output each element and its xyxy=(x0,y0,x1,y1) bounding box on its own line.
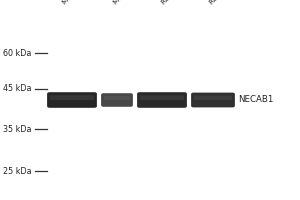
Text: 35 kDa: 35 kDa xyxy=(3,124,32,134)
FancyBboxPatch shape xyxy=(194,96,232,100)
Text: Rat cerebellum: Rat cerebellum xyxy=(208,0,252,5)
FancyBboxPatch shape xyxy=(104,96,130,100)
FancyBboxPatch shape xyxy=(101,93,133,107)
Text: NECAB1: NECAB1 xyxy=(238,96,274,104)
Text: 60 kDa: 60 kDa xyxy=(3,48,32,58)
Text: 25 kDa: 25 kDa xyxy=(3,166,32,176)
FancyBboxPatch shape xyxy=(50,95,94,100)
FancyBboxPatch shape xyxy=(140,95,184,100)
Text: Mouse brain: Mouse brain xyxy=(61,0,97,5)
Text: 45 kDa: 45 kDa xyxy=(3,84,32,93)
FancyBboxPatch shape xyxy=(137,92,187,108)
Text: Rat brain: Rat brain xyxy=(160,0,188,5)
Text: Mouse Cerebral cortex: Mouse Cerebral cortex xyxy=(112,0,175,5)
FancyBboxPatch shape xyxy=(47,92,97,108)
FancyBboxPatch shape xyxy=(191,93,235,107)
